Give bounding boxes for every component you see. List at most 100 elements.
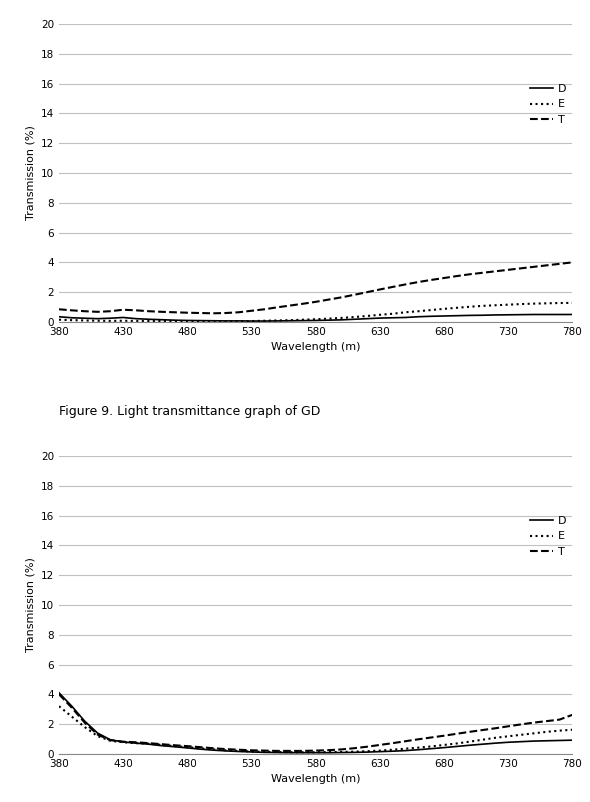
E xyxy=(543,298,550,308)
T xyxy=(402,736,409,746)
T xyxy=(196,308,204,318)
D xyxy=(107,735,114,744)
Line: T: T xyxy=(59,262,572,314)
T xyxy=(145,739,152,748)
E xyxy=(274,747,281,757)
E xyxy=(556,298,563,308)
E xyxy=(184,743,191,752)
D xyxy=(543,736,550,746)
D xyxy=(466,740,473,750)
E xyxy=(120,316,127,326)
E xyxy=(569,298,576,308)
E xyxy=(440,740,448,750)
D xyxy=(556,310,563,319)
T xyxy=(209,743,217,753)
E xyxy=(107,736,114,746)
D xyxy=(492,739,499,748)
T xyxy=(235,745,242,755)
Line: D: D xyxy=(59,314,572,321)
E xyxy=(389,745,396,755)
Legend: D, E, T: D, E, T xyxy=(530,516,567,557)
D xyxy=(569,310,576,319)
D xyxy=(287,316,294,326)
D xyxy=(261,316,268,326)
T xyxy=(569,710,576,719)
D xyxy=(209,745,217,755)
T xyxy=(171,307,178,317)
D xyxy=(274,316,281,326)
E xyxy=(222,746,230,755)
T xyxy=(338,293,345,302)
D xyxy=(287,748,294,758)
D xyxy=(120,737,127,747)
D xyxy=(81,314,88,323)
D xyxy=(235,316,242,326)
T xyxy=(261,305,268,314)
D xyxy=(196,316,204,326)
D xyxy=(415,745,422,755)
D xyxy=(479,739,486,749)
D xyxy=(453,311,460,321)
E xyxy=(363,747,371,756)
E xyxy=(389,309,396,318)
Line: D: D xyxy=(59,693,572,753)
T xyxy=(222,744,230,754)
E xyxy=(274,316,281,326)
E xyxy=(556,726,563,735)
E xyxy=(338,747,345,757)
D xyxy=(325,748,332,758)
Legend: D, E, T: D, E, T xyxy=(530,84,567,125)
E xyxy=(55,315,63,325)
D xyxy=(248,747,255,757)
T xyxy=(325,295,332,305)
D xyxy=(479,310,486,320)
T xyxy=(543,261,550,270)
E xyxy=(261,747,268,756)
D xyxy=(440,743,448,752)
D xyxy=(312,748,319,758)
T xyxy=(389,739,396,748)
X-axis label: Wavelength (m): Wavelength (m) xyxy=(271,774,360,784)
T xyxy=(81,718,88,727)
T xyxy=(428,275,435,285)
D xyxy=(132,314,140,323)
D xyxy=(428,744,435,754)
E xyxy=(530,728,537,738)
D xyxy=(338,747,345,757)
D xyxy=(453,742,460,751)
T xyxy=(261,746,268,755)
D xyxy=(402,313,409,322)
T xyxy=(235,307,242,317)
E xyxy=(132,739,140,748)
E xyxy=(184,317,191,326)
D xyxy=(184,316,191,326)
E xyxy=(68,712,76,722)
T xyxy=(312,746,319,755)
E xyxy=(94,316,101,326)
T xyxy=(504,265,512,274)
E xyxy=(81,723,88,732)
D xyxy=(556,735,563,745)
D xyxy=(299,748,306,758)
T xyxy=(415,277,422,287)
E xyxy=(94,731,101,741)
D xyxy=(569,735,576,745)
E xyxy=(81,316,88,326)
D xyxy=(440,311,448,321)
D xyxy=(222,746,230,755)
Line: T: T xyxy=(59,695,572,751)
T xyxy=(479,725,486,735)
E xyxy=(338,313,345,322)
E xyxy=(107,316,114,326)
E xyxy=(171,317,178,326)
D xyxy=(312,316,319,326)
D xyxy=(530,736,537,746)
T xyxy=(543,716,550,726)
T xyxy=(132,306,140,315)
T xyxy=(325,745,332,755)
D xyxy=(222,316,230,326)
E xyxy=(466,302,473,311)
T xyxy=(248,306,255,316)
E xyxy=(235,746,242,755)
T xyxy=(376,740,384,750)
